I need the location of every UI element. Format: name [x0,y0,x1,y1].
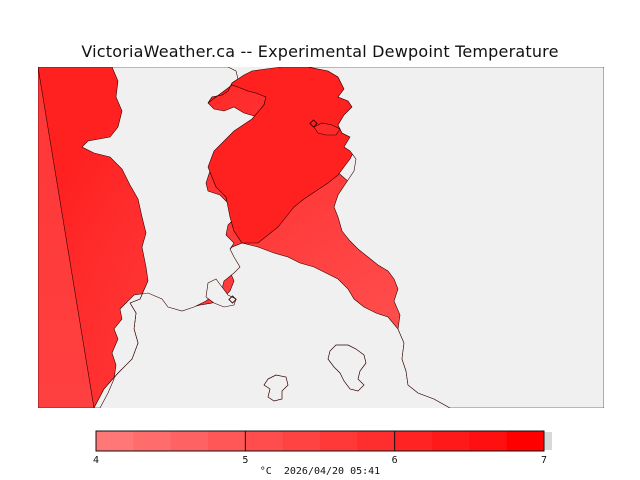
legend-swatch [208,431,246,451]
legend-swatch [282,431,321,451]
legend-swatch [320,431,358,451]
legend-tick-label: 7 [541,455,547,464]
lake-small [263,374,289,402]
legend-swatch [170,431,209,451]
legend-swatch [357,431,396,451]
legend-swatch [506,431,545,451]
small-island [313,122,341,136]
legend-gray-end [544,432,552,450]
legend-caption: °C 2026/04/20 05:41 [0,466,640,477]
station-marker[interactable] [309,119,318,128]
legend-swatch [133,431,172,451]
north-peninsula [207,66,357,244]
legend-swatch [96,431,134,451]
dewpoint-map [37,66,607,409]
legend-unit: °C [259,466,272,477]
legend-swatch [432,431,470,451]
legend-ticks: 4 5 6 7 [93,431,547,466]
legend-swatch [469,431,508,451]
haro-strait-water [307,66,605,409]
color-legend: 4 5 6 7 [80,424,560,480]
legend-timestamp: 2026/04/20 05:41 [283,466,381,477]
legend-tick-label: 4 [93,455,99,464]
legend-swatch [245,431,284,451]
map-title: VictoriaWeather.ca -- Experimental Dewpo… [81,42,559,61]
bay-water [205,278,237,308]
station-marker[interactable] [228,295,237,304]
lake-large [327,344,367,392]
legend-swatches [96,431,545,451]
legend-swatch [394,431,433,451]
legend-tick-label: 6 [392,455,398,464]
legend-border [95,430,545,452]
legend-tick-label: 5 [242,455,248,464]
